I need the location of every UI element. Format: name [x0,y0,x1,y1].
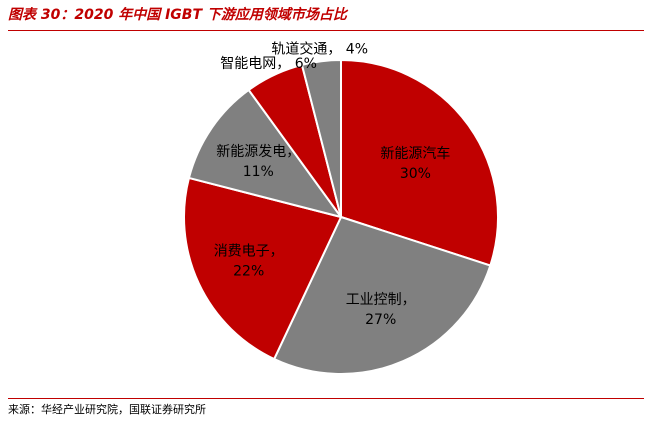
slice-label-name-3: 消费电子， [214,243,284,259]
slice-label-name-1: 新能源汽车 [380,145,450,162]
source-divider [8,398,644,399]
title-divider [8,30,644,31]
slice-label-value-3: 22% [233,263,264,279]
pie-slice-1 [340,58,499,267]
slice-label-value-1: 30% [400,166,431,182]
slice-label-5: 智能电网， 6% [220,56,317,72]
slice-label-name-4: 新能源发电， [216,144,300,160]
figure-title: 图表 30：2020 年中国 IGBT 下游应用领域市场占比 [8,7,347,23]
source-note: 来源：华经产业研究院，国联证券研究所 [8,403,206,416]
pie-slice-2 [272,215,492,375]
pie-labels: 新能源汽车 30% 工业控制， 27% 消费电子， 22% 新能源发电， 11% 智能电网， 6… [214,40,451,328]
slice-label-value-2: 27% [365,312,396,328]
pie-slice-6 [300,58,342,218]
slice-label-6: 轨道交通， 4% [271,40,368,57]
pie-slice-3 [183,176,343,361]
slice-label-value-4: 11% [243,164,274,180]
slice-label-name-2: 工业控制， [346,292,416,308]
pie-slice-4 [187,88,344,219]
pie-slices [183,58,499,375]
